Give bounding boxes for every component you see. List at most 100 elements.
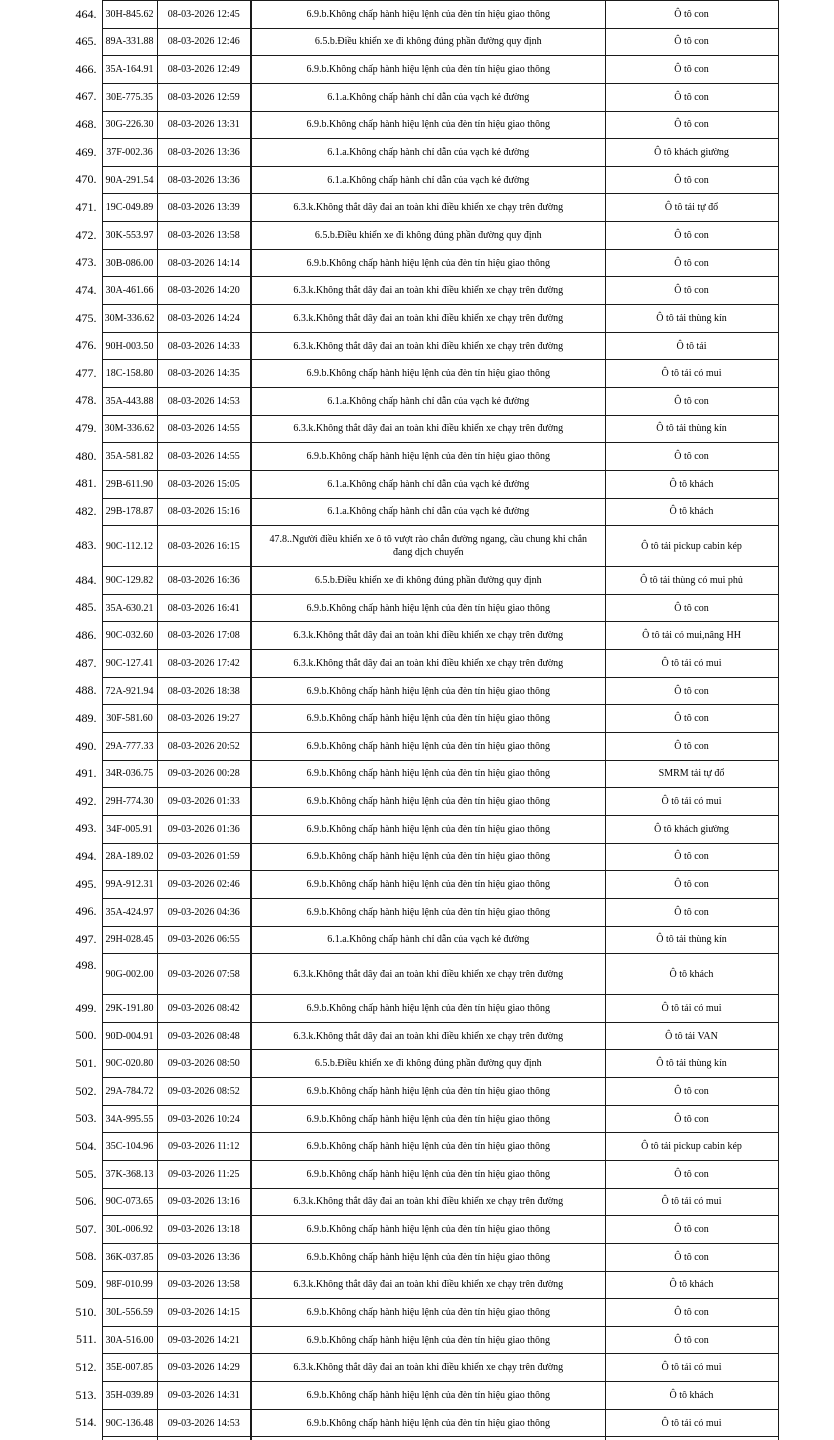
violation-datetime: 08-03-2026 13:58 — [156, 221, 252, 250]
row-index: 508. — [75, 1249, 97, 1264]
violation-datetime: 09-03-2026 13:58 — [156, 1270, 252, 1300]
violation-description: 6.9.b.Không chấp hành hiệu lệnh của đèn … — [250, 870, 606, 899]
table-row: 511. 30A-516.00 09-03-2026 14:21 6.9.b.K… — [0, 1325, 779, 1355]
violation-description: 6.9.b.Không chấp hành hiệu lệnh của đèn … — [250, 704, 606, 734]
vehicle-type: Ô tô tải có mui — [604, 359, 779, 388]
row-index: 478. — [75, 393, 97, 408]
vehicle-type: Ô tô con — [604, 110, 779, 140]
table-row: 498. 90G-002.00 09-03-2026 07:58 6.3.k.K… — [0, 953, 779, 996]
vehicle-type: Ô tô con — [604, 704, 779, 734]
violation-description: 6.9.b.Không chấp hành hiệu lệnh của đèn … — [250, 593, 606, 623]
violation-description: 6.9.b.Không chấp hành hiệu lệnh của đèn … — [250, 248, 606, 278]
license-plate: 29H-774.30 — [101, 787, 158, 816]
row-index: 506. — [75, 1194, 97, 1209]
violation-description: 6.9.b.Không chấp hành hiệu lệnh của đèn … — [250, 1408, 606, 1438]
violation-description: 6.9.b.Không chấp hành hiệu lệnh của đèn … — [250, 442, 606, 471]
violation-description: 6.9.b.Không chấp hành hiệu lệnh của đèn … — [250, 1298, 606, 1327]
violation-datetime: 08-03-2026 16:15 — [156, 525, 252, 568]
table-row: 466. 35A-164.91 08-03-2026 12:49 6.9.b.K… — [0, 55, 779, 84]
license-plate: 90C-129.82 — [101, 566, 158, 595]
table-row: 513. 35H-039.89 09-03-2026 14:31 6.9.b.K… — [0, 1381, 779, 1410]
violation-datetime: 08-03-2026 12:59 — [156, 82, 252, 112]
row-index: 488. — [75, 683, 97, 698]
violation-datetime: 09-03-2026 01:33 — [156, 787, 252, 816]
row-index: 481. — [75, 476, 97, 491]
table-row: 495. 99A-912.31 09-03-2026 02:46 6.9.b.K… — [0, 870, 779, 899]
vehicle-type: Ô tô con — [604, 442, 779, 471]
license-plate: 35E-007.85 — [101, 1353, 158, 1383]
table-row: 499. 29K-191.80 09-03-2026 08:42 6.9.b.K… — [0, 994, 779, 1023]
license-plate: 30M-336.62 — [101, 414, 158, 444]
violation-datetime: 08-03-2026 14:24 — [156, 304, 252, 333]
row-index: 470. — [75, 172, 97, 187]
vehicle-type: Ô tô khách giường — [604, 138, 779, 167]
table-row: 500. 90D-004.91 09-03-2026 08:48 6.3.k.K… — [0, 1021, 779, 1051]
violation-description: 6.1.a.Không chấp hành chỉ dẫn của vạch k… — [250, 138, 606, 167]
violation-description: 6.1.a.Không chấp hành chỉ dẫn của vạch k… — [250, 82, 606, 112]
license-plate: 30B-086.00 — [101, 248, 158, 278]
license-plate: 28A-189.02 — [101, 842, 158, 872]
table-row: 494. 28A-189.02 09-03-2026 01:59 6.9.b.K… — [0, 842, 779, 872]
license-plate: 90C-032.60 — [101, 621, 158, 651]
violation-description: 6.3.k.Không thắt dây đai an toàn khi điề… — [250, 1270, 606, 1300]
violation-description: 6.3.k.Không thắt dây đai an toàn khi điề… — [250, 953, 606, 996]
table-row: 492. 29H-774.30 09-03-2026 01:33 6.9.b.K… — [0, 787, 779, 816]
vehicle-type: Ô tô con — [604, 1325, 779, 1355]
violation-description: 6.9.b.Không chấp hành hiệu lệnh của đèn … — [250, 1381, 606, 1410]
table-row: 467. 30E-775.35 08-03-2026 12:59 6.1.a.K… — [0, 82, 779, 112]
license-plate: 29A-777.33 — [101, 732, 158, 761]
violation-description: 6.1.a.Không chấp hành chỉ dẫn của vạch k… — [250, 469, 606, 499]
violation-datetime: 08-03-2026 13:39 — [156, 193, 252, 223]
row-index: 496. — [75, 904, 97, 919]
license-plate: 30A-516.00 — [101, 1325, 158, 1355]
violation-datetime: 09-03-2026 01:59 — [156, 842, 252, 872]
table-row: 490. 29A-777.33 08-03-2026 20:52 6.9.b.K… — [0, 732, 779, 761]
license-plate: 37K-368.13 — [101, 1159, 158, 1189]
vehicle-type: Ô tô tải có mui — [604, 787, 779, 816]
violation-description: 6.3.k.Không thắt dây đai an toàn khi điề… — [250, 193, 606, 223]
license-plate: 90H-003.50 — [101, 331, 158, 361]
violation-description: 6.9.b.Không chấp hành hiệu lệnh của đèn … — [250, 787, 606, 816]
license-plate: 90C-136.48 — [101, 1408, 158, 1438]
row-index: 483. — [75, 538, 97, 553]
row-index: 468. — [75, 117, 97, 132]
table-row: 502. 29A-784.72 09-03-2026 08:52 6.9.b.K… — [0, 1077, 779, 1106]
violation-description: 6.3.k.Không thắt dây đai an toàn khi điề… — [250, 331, 606, 361]
violation-datetime: 09-03-2026 08:50 — [156, 1049, 252, 1079]
vehicle-type: Ô tô khách — [604, 497, 779, 527]
vehicle-type: SMRM tải tự đổ — [604, 759, 779, 789]
violation-description: 6.9.b.Không chấp hành hiệu lệnh của đèn … — [250, 759, 606, 789]
row-index: 475. — [75, 310, 97, 325]
license-plate: 30E-775.35 — [101, 82, 158, 112]
license-plate: 34R-036.75 — [101, 759, 158, 789]
vehicle-type: Ô tô tải — [604, 331, 779, 361]
violation-datetime: 09-03-2026 06:55 — [156, 925, 252, 955]
row-index: 474. — [75, 282, 97, 297]
row-index: 507. — [75, 1221, 97, 1236]
violation-datetime: 08-03-2026 16:36 — [156, 566, 252, 595]
violation-description: 6.9.b.Không chấp hành hiệu lệnh của đèn … — [250, 110, 606, 140]
violation-description: 6.9.b.Không chấp hành hiệu lệnh của đèn … — [250, 1132, 606, 1161]
row-index: 490. — [75, 738, 97, 753]
table-row: 487. 90C-127.41 08-03-2026 17:42 6.3.k.K… — [0, 649, 779, 678]
vehicle-type: Ô tô con — [604, 82, 779, 112]
row-index: 495. — [75, 876, 97, 891]
vehicle-type: Ô tô tải tự đổ — [604, 193, 779, 223]
violation-description: 6.9.b.Không chấp hành hiệu lệnh của đèn … — [250, 1104, 606, 1134]
violation-datetime: 08-03-2026 15:16 — [156, 497, 252, 527]
license-plate: 89A-331.88 — [101, 27, 158, 57]
violation-datetime: 08-03-2026 17:42 — [156, 649, 252, 678]
license-plate: 29K-191.80 — [101, 994, 158, 1023]
violation-datetime: 09-03-2026 08:42 — [156, 994, 252, 1023]
violation-description: 6.1.a.Không chấp hành chỉ dẫn của vạch k… — [250, 497, 606, 527]
license-plate: 30L-006.92 — [101, 1215, 158, 1244]
vehicle-type: Ô tô khách — [604, 1381, 779, 1410]
license-plate: 29B-611.90 — [101, 469, 158, 499]
table-row: 514. 90C-136.48 09-03-2026 14:53 6.9.b.K… — [0, 1408, 779, 1438]
table-row: 477. 18C-158.80 08-03-2026 14:35 6.9.b.K… — [0, 359, 779, 388]
violation-description: 6.9.b.Không chấp hành hiệu lệnh của đèn … — [250, 0, 606, 29]
violation-datetime: 09-03-2026 14:31 — [156, 1381, 252, 1410]
row-index: 491. — [75, 766, 97, 781]
violation-description: 6.9.b.Không chấp hành hiệu lệnh của đèn … — [250, 359, 606, 388]
violation-datetime: 08-03-2026 20:52 — [156, 732, 252, 761]
